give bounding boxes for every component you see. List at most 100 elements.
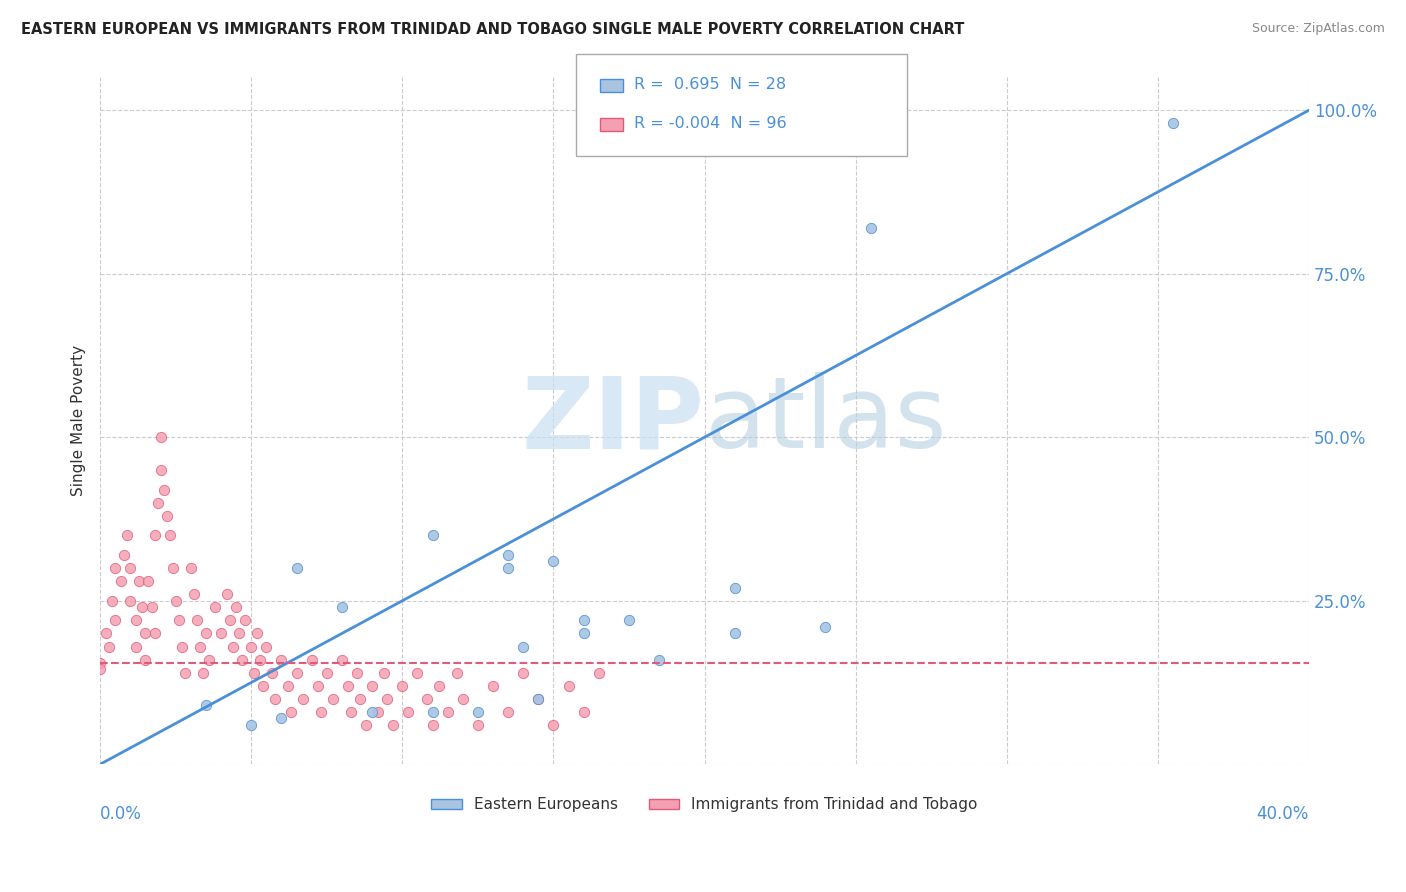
Point: [648, 652, 671, 666]
Point: [240, 640, 263, 654]
Point: [120, 593, 142, 607]
Point: [678, 106, 700, 120]
Point: [396, 705, 419, 719]
Point: [301, 652, 323, 666]
Point: [446, 665, 468, 680]
Point: [330, 652, 353, 666]
Text: 40.0%: 40.0%: [1257, 805, 1309, 823]
Point: [367, 705, 389, 719]
Point: [173, 665, 195, 680]
Point: [422, 528, 444, 542]
Point: [243, 665, 266, 680]
Point: [131, 600, 153, 615]
Point: [222, 640, 245, 654]
Point: [143, 626, 166, 640]
Text: R =  0.695  N = 28: R = 0.695 N = 28: [634, 78, 786, 92]
Point: [134, 652, 156, 666]
Point: [254, 640, 277, 654]
Point: [191, 665, 214, 680]
Point: [149, 430, 172, 444]
Point: [291, 691, 314, 706]
Point: [512, 640, 534, 654]
Point: [194, 698, 217, 713]
Point: [101, 593, 124, 607]
Point: [572, 705, 595, 719]
Point: [280, 705, 302, 719]
Point: [527, 691, 550, 706]
Point: [240, 718, 263, 732]
Point: [285, 561, 308, 575]
Point: [543, 554, 565, 568]
Point: [188, 640, 211, 654]
Point: [496, 705, 519, 719]
Point: [138, 574, 160, 588]
Point: [162, 561, 184, 575]
Point: [427, 679, 450, 693]
Point: [194, 626, 217, 640]
Point: [617, 613, 640, 627]
Point: [170, 640, 193, 654]
Legend: Eastern Europeans, Immigrants from Trinidad and Tobago: Eastern Europeans, Immigrants from Trini…: [425, 791, 984, 819]
Point: [422, 718, 444, 732]
Point: [482, 679, 505, 693]
Point: [375, 691, 398, 706]
Point: [246, 626, 269, 640]
Point: [678, 116, 700, 130]
Point: [159, 528, 181, 542]
Point: [373, 665, 395, 680]
Point: [354, 718, 377, 732]
Point: [738, 116, 761, 130]
Point: [233, 613, 256, 627]
Point: [98, 640, 121, 654]
Point: [89, 656, 111, 670]
Point: [183, 587, 205, 601]
Point: [859, 220, 882, 235]
Point: [572, 626, 595, 640]
Point: [382, 718, 405, 732]
Point: [104, 613, 127, 627]
Point: [141, 600, 163, 615]
Point: [215, 587, 238, 601]
Point: [391, 679, 413, 693]
Text: Source: ZipAtlas.com: Source: ZipAtlas.com: [1251, 22, 1385, 36]
Point: [186, 613, 208, 627]
Point: [198, 652, 221, 666]
Point: [125, 613, 148, 627]
Point: [309, 705, 332, 719]
Text: 0.0%: 0.0%: [100, 805, 142, 823]
Point: [543, 718, 565, 732]
Point: [496, 548, 519, 562]
Point: [422, 705, 444, 719]
Point: [467, 705, 489, 719]
Y-axis label: Single Male Poverty: Single Male Poverty: [72, 345, 86, 497]
Point: [270, 652, 292, 666]
Text: atlas: atlas: [704, 372, 946, 469]
Point: [406, 665, 429, 680]
Point: [125, 640, 148, 654]
Point: [307, 679, 329, 693]
Text: ZIP: ZIP: [522, 372, 704, 469]
Point: [527, 691, 550, 706]
Point: [496, 561, 519, 575]
Point: [262, 665, 284, 680]
Point: [204, 600, 226, 615]
Point: [249, 652, 271, 666]
Point: [467, 718, 489, 732]
Point: [588, 665, 610, 680]
Point: [330, 600, 353, 615]
Point: [156, 508, 179, 523]
Point: [117, 528, 139, 542]
Point: [180, 561, 202, 575]
Point: [322, 691, 344, 706]
Point: [361, 705, 384, 719]
Point: [557, 679, 579, 693]
Point: [167, 613, 190, 627]
Text: EASTERN EUROPEAN VS IMMIGRANTS FROM TRINIDAD AND TOBAGO SINGLE MALE POVERTY CORR: EASTERN EUROPEAN VS IMMIGRANTS FROM TRIN…: [21, 22, 965, 37]
Point: [572, 613, 595, 627]
Point: [738, 106, 761, 120]
Point: [724, 626, 747, 640]
Point: [225, 600, 247, 615]
Point: [96, 626, 118, 640]
Point: [346, 665, 368, 680]
Point: [134, 626, 156, 640]
